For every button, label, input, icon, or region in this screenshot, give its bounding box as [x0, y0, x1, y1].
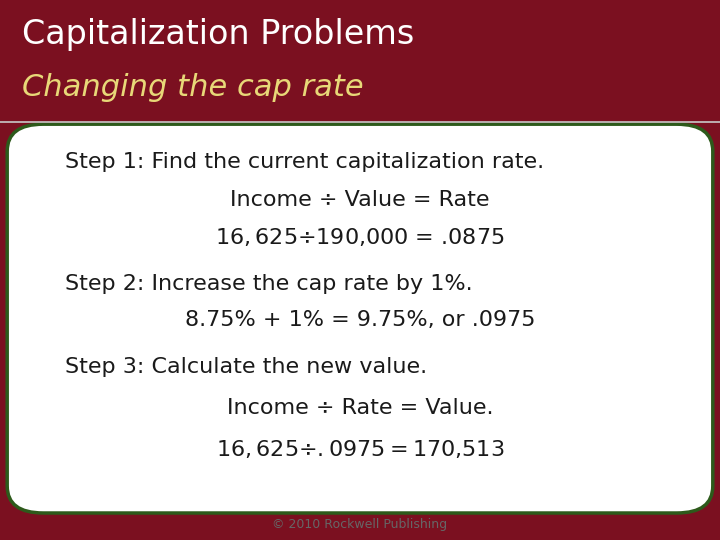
Text: Changing the cap rate: Changing the cap rate [22, 73, 363, 102]
Text: Step 3: Calculate the new value.: Step 3: Calculate the new value. [65, 357, 427, 377]
Text: © 2010 Rockwell Publishing: © 2010 Rockwell Publishing [272, 518, 448, 531]
Text: Income ÷ Rate = Value.: Income ÷ Rate = Value. [227, 397, 493, 418]
Text: Capitalization Problems: Capitalization Problems [22, 17, 414, 51]
Text: $16,625 ÷ .0975 = $170,513: $16,625 ÷ .0975 = $170,513 [216, 438, 504, 460]
Text: Step 2: Increase the cap rate by 1%.: Step 2: Increase the cap rate by 1%. [65, 273, 472, 294]
Text: $16,625 ÷ $190,000 = .0875: $16,625 ÷ $190,000 = .0875 [215, 226, 505, 247]
Text: Income ÷ Value = Rate: Income ÷ Value = Rate [230, 190, 490, 210]
Text: Step 1: Find the current capitalization rate.: Step 1: Find the current capitalization … [65, 152, 544, 172]
Text: 8.75% + 1% = 9.75%, or .0975: 8.75% + 1% = 9.75%, or .0975 [185, 309, 535, 330]
FancyBboxPatch shape [7, 124, 713, 513]
